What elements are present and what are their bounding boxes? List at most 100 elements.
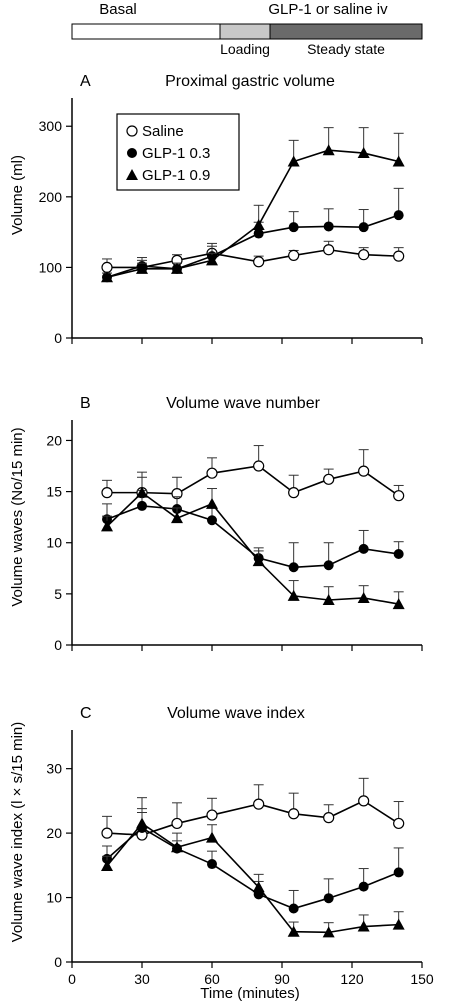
x-tick-label: 90 xyxy=(274,971,290,987)
series-line xyxy=(107,465,400,497)
series-line xyxy=(106,505,399,569)
data-point xyxy=(287,925,300,937)
data-point xyxy=(393,250,405,262)
y-tick-label: 5 xyxy=(54,586,62,602)
panel-volume-wave-index: C Volume wave index Volume wave index (l… xyxy=(9,705,434,1002)
data-point xyxy=(287,155,300,167)
data-point xyxy=(288,487,300,499)
series-glp-1-0-9 xyxy=(101,471,405,610)
series-line xyxy=(106,491,399,605)
data-point xyxy=(323,244,335,256)
data-point xyxy=(393,490,405,502)
legend-item-saline: Saline xyxy=(126,123,184,140)
series-line xyxy=(106,822,399,934)
series-saline xyxy=(101,445,405,502)
legend-item-glp1-0-9: GLP-1 0.9 xyxy=(126,167,210,184)
legend-label: GLP-1 0.9 xyxy=(142,167,210,184)
legend-box xyxy=(116,113,240,191)
filled-triangle-icon xyxy=(126,169,138,180)
data-point xyxy=(393,867,404,878)
data-point xyxy=(393,548,404,559)
y-axis-label: Volume (ml) xyxy=(9,155,26,235)
legend-label: GLP-1 0.3 xyxy=(142,145,210,162)
legend-item-glp1-0-3: GLP-1 0.3 xyxy=(127,145,210,162)
open-circle-icon xyxy=(126,125,138,137)
x-tick-label: 150 xyxy=(410,971,434,987)
y-tick-label: 200 xyxy=(39,189,63,205)
panel-letter-b: B xyxy=(80,395,91,412)
data-point xyxy=(322,926,335,938)
data-point xyxy=(206,467,218,479)
series-line xyxy=(106,214,399,279)
loading-label: Loading xyxy=(220,41,270,57)
y-tick-label: 15 xyxy=(46,484,62,500)
plot-area: 0 5 10 15 20 xyxy=(46,420,423,653)
data-point xyxy=(137,500,147,511)
data-point xyxy=(171,841,183,853)
data-point xyxy=(358,795,370,807)
data-point xyxy=(206,831,218,843)
series-glp-1-0-9 xyxy=(101,797,405,938)
data-point xyxy=(322,144,335,156)
y-tick-label: 10 xyxy=(46,535,62,551)
series-glp-1-0-9 xyxy=(101,127,405,283)
data-point xyxy=(101,487,113,499)
panel-letter-c: C xyxy=(80,705,92,722)
x-axis-ticks: 0 30 60 90 120 150 xyxy=(68,971,434,987)
y-tick-label: 10 xyxy=(46,890,62,906)
data-point xyxy=(323,812,335,824)
x-tick-label: 0 xyxy=(68,971,76,987)
data-point xyxy=(101,261,113,274)
steady-state-segment xyxy=(269,23,423,40)
data-point xyxy=(287,589,300,601)
data-point xyxy=(206,497,218,509)
series-saline xyxy=(101,777,405,841)
protocol-bar: Basal GLP-1 or saline iv Loading Steady … xyxy=(71,1,423,57)
data-point xyxy=(323,893,334,904)
data-point xyxy=(358,881,369,892)
y-tick-label: 0 xyxy=(54,954,62,970)
plot-area: 0 100 200 300 xyxy=(39,98,423,346)
data-point xyxy=(171,512,183,524)
y-axis-label: Volume waves (No/15 min) xyxy=(9,427,26,606)
series-line xyxy=(106,826,399,910)
data-point xyxy=(288,562,299,573)
data-point xyxy=(207,515,217,526)
data-point xyxy=(171,262,183,274)
data-point xyxy=(136,262,148,274)
x-tick-label: 120 xyxy=(340,971,364,987)
data-point xyxy=(392,598,405,610)
data-point xyxy=(288,903,299,914)
panel-title: Volume wave number xyxy=(166,395,321,412)
data-point xyxy=(207,859,217,870)
data-point xyxy=(322,594,335,605)
x-tick-label: 30 xyxy=(134,971,150,987)
data-point xyxy=(206,254,218,266)
data-point xyxy=(323,560,334,571)
y-tick-label: 0 xyxy=(54,637,62,653)
y-tick-label: 30 xyxy=(46,761,62,777)
filled-circle-icon xyxy=(127,148,137,158)
data-point xyxy=(206,809,218,821)
data-point xyxy=(358,222,369,233)
data-point xyxy=(253,228,264,239)
data-point xyxy=(253,460,265,472)
data-point xyxy=(136,486,148,498)
y-axis-label: Volume wave index (l × s/15 min) xyxy=(9,722,26,943)
data-point xyxy=(101,520,113,532)
data-point xyxy=(171,817,183,830)
series-glp-1-0-3 xyxy=(102,808,404,914)
panel-letter-a: A xyxy=(80,73,91,90)
panel-volume-wave-number: B Volume wave number Volume waves (No/15… xyxy=(9,395,423,653)
y-tick-label: 0 xyxy=(54,330,62,346)
data-point xyxy=(358,465,370,477)
plot-area: 0 10 20 30 xyxy=(46,730,423,970)
data-point xyxy=(288,808,300,820)
basal-segment xyxy=(71,23,221,40)
data-point xyxy=(288,222,299,233)
panel-title: Proximal gastric volume xyxy=(165,73,335,90)
data-point xyxy=(358,249,370,261)
x-tick-label: 60 xyxy=(204,971,220,987)
data-point xyxy=(101,827,113,839)
